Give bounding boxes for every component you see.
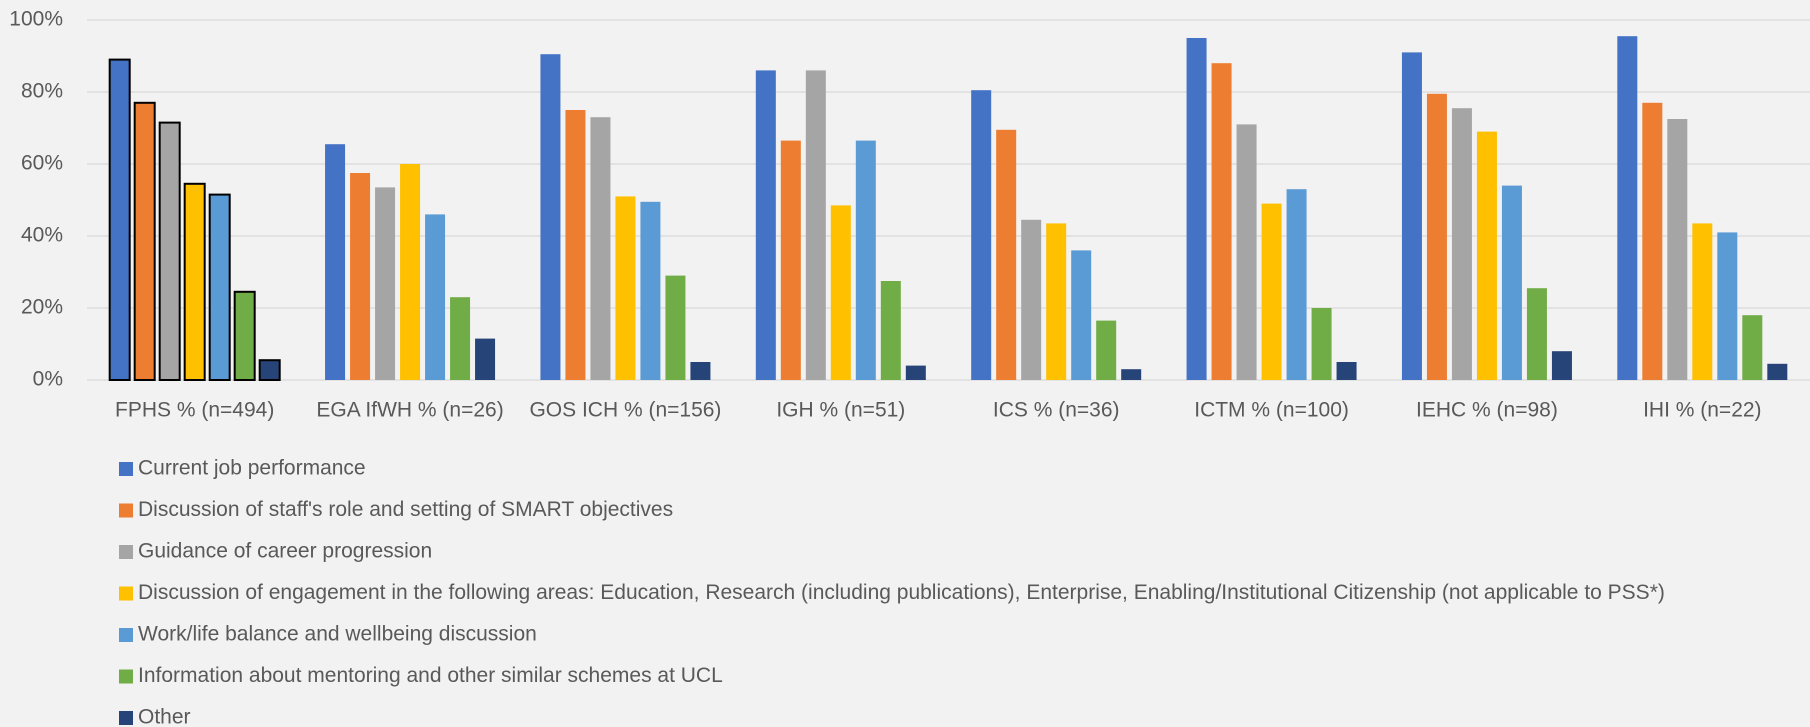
bar [1551, 351, 1572, 380]
bar [208, 193, 231, 381]
bar [1717, 232, 1738, 380]
bar [1401, 52, 1422, 381]
legend-label: Discussion of staff's role and setting o… [138, 498, 673, 521]
bar [830, 205, 851, 380]
bar [1286, 189, 1307, 380]
bar [590, 117, 611, 380]
bar [805, 70, 826, 381]
bar [1692, 223, 1713, 380]
bar [325, 144, 346, 380]
bar [540, 54, 561, 380]
bar [133, 101, 156, 382]
bar [640, 201, 661, 380]
legend-swatch [119, 545, 133, 559]
bar [1526, 288, 1547, 380]
bar [1642, 102, 1663, 381]
bar [1451, 108, 1472, 380]
y-tick-label: 0% [33, 368, 63, 391]
x-tick-label: IGH % (n=51) [776, 399, 905, 422]
bar [565, 110, 586, 380]
legend-swatch [119, 503, 133, 518]
legend-swatch [119, 462, 133, 476]
x-tick-label: EGA IfWH % (n=26) [316, 399, 503, 422]
x-tick-label: ICTM % (n=100) [1194, 399, 1349, 422]
bar [233, 290, 256, 381]
x-tick-label: IEHC % (n=98) [1416, 399, 1558, 422]
bar [971, 90, 992, 380]
legend-label: Information about mentoring and other si… [138, 664, 723, 687]
legend-label: Current job performance [138, 457, 366, 480]
bar [905, 365, 926, 380]
bar [375, 187, 396, 380]
bar [1121, 369, 1142, 380]
legend-swatch [119, 669, 133, 684]
x-tick-label: ICS % (n=36) [993, 399, 1120, 422]
bar [1236, 124, 1257, 381]
bar [690, 362, 711, 380]
bar [425, 214, 446, 380]
bar [1617, 36, 1638, 380]
bar [108, 58, 131, 381]
bar [1261, 203, 1282, 380]
bar [400, 164, 421, 380]
y-tick-label: 80% [21, 80, 63, 103]
bar [1211, 63, 1232, 380]
bar [1071, 250, 1092, 380]
bar [1667, 119, 1688, 380]
legend-label: Other [138, 706, 191, 727]
bar [755, 70, 776, 381]
bar [855, 140, 876, 380]
bar [996, 129, 1017, 380]
bar [1501, 185, 1522, 380]
bar [1476, 131, 1497, 380]
bar [158, 121, 181, 381]
bar [1311, 308, 1332, 380]
legend-swatch [119, 586, 133, 601]
legend-label: Discussion of engagement in the followin… [138, 581, 1665, 604]
bar [183, 182, 206, 381]
legend-label: Work/life balance and wellbeing discussi… [138, 623, 537, 646]
bar [1742, 315, 1763, 380]
bar [780, 140, 801, 380]
y-tick-label: 100% [9, 8, 63, 31]
bar [1021, 219, 1042, 380]
bar [450, 297, 471, 380]
bar [258, 359, 281, 382]
x-tick-label: IHI % (n=22) [1643, 399, 1761, 422]
bar [880, 281, 901, 380]
bar [350, 173, 371, 380]
bar [1096, 320, 1117, 380]
x-tick-label: FPHS % (n=494) [115, 399, 274, 422]
bar [1426, 93, 1447, 381]
bar [1186, 38, 1207, 380]
legend-label: Guidance of career progression [138, 540, 432, 563]
y-tick-label: 60% [21, 152, 63, 175]
x-tick-label: GOS ICH % (n=156) [529, 399, 721, 422]
y-tick-label: 40% [21, 224, 63, 247]
legend-swatch [119, 711, 133, 725]
bar [665, 275, 686, 380]
bar [615, 196, 636, 380]
bar [475, 338, 496, 380]
legend-swatch [119, 628, 133, 642]
bar [1046, 223, 1067, 380]
y-tick-label: 20% [21, 296, 63, 319]
bar [1336, 362, 1357, 380]
bar [1767, 363, 1788, 380]
